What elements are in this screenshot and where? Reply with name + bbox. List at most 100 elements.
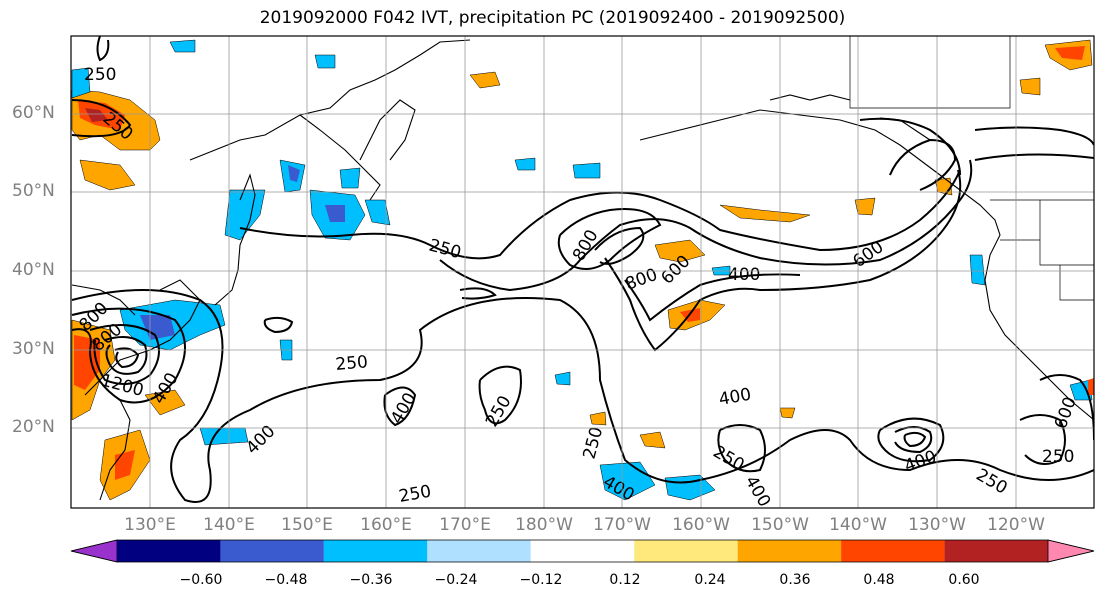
- lat-label: 40°N: [12, 260, 55, 280]
- precip-blob: [572, 162, 601, 179]
- lon-label: 130°E: [124, 515, 176, 535]
- precip-blob: [639, 431, 666, 449]
- precip-blob: [339, 167, 361, 189]
- ivt-contour: [557, 208, 662, 270]
- precip-blob: [719, 204, 811, 223]
- colorbar-segment: [841, 540, 945, 562]
- precip-blob: [169, 39, 196, 53]
- precip-blob: [71, 67, 91, 99]
- colorbar-tick-label: −0.24: [434, 572, 478, 588]
- colorbar-segment: [427, 540, 531, 562]
- ivt-contour: [1039, 374, 1094, 441]
- colorbar-segment: [117, 540, 221, 562]
- precip-blob: [199, 427, 249, 446]
- colorbar-tick-label: 0.12: [609, 572, 641, 588]
- lon-label: 130°W: [908, 515, 966, 535]
- coastlines: [71, 39, 1094, 501]
- precip-blob: [224, 189, 266, 241]
- ivt-contour: [624, 273, 801, 322]
- precip-blob: [589, 411, 607, 426]
- colorbar-tick-label: 0.36: [779, 572, 811, 588]
- ivt-contour: [104, 335, 148, 375]
- borders: [849, 36, 1094, 301]
- ivt-contour: [974, 153, 1094, 161]
- coastline: [299, 114, 381, 201]
- coastline: [769, 94, 851, 101]
- colorbar-tick-label: 0.48: [863, 572, 895, 588]
- coastline: [99, 399, 131, 501]
- ivt-contour: [717, 424, 766, 473]
- ivt-contour: [478, 365, 522, 425]
- ivt-contour: [263, 316, 294, 334]
- colorbar-segment: [323, 540, 428, 562]
- precip-blob: [969, 254, 986, 286]
- colorbar-tick-label: −0.60: [179, 572, 223, 588]
- lon-label: 150°W: [751, 515, 809, 535]
- precip-blob: [314, 54, 336, 69]
- ivt-contour: [71, 99, 132, 138]
- lon-label: 140°W: [829, 515, 887, 535]
- plot-title: 2019092000 F042 IVT, precipitation PC (2…: [259, 8, 846, 28]
- border-line: [1039, 200, 1094, 266]
- precip-blob: [1069, 379, 1093, 401]
- border-line: [849, 36, 1011, 109]
- precip-blob: [654, 239, 706, 263]
- colorbar-segment: [220, 540, 324, 562]
- lon-label: 140°E: [203, 515, 255, 535]
- precip-blob: [711, 265, 731, 276]
- precip-blob: [364, 199, 391, 226]
- ivt-contour: [894, 426, 933, 454]
- precip-blob: [1088, 378, 1094, 395]
- ivt-contour: [877, 417, 945, 463]
- colorbar-tick-label: −0.48: [264, 572, 308, 588]
- lon-label: 170°E: [439, 515, 491, 535]
- precip-blob: [664, 474, 716, 501]
- ivt-contours: [71, 36, 1094, 503]
- precip-blob: [140, 315, 175, 340]
- colorbar-segment: [634, 540, 738, 562]
- contour-labels: 250 250 250 800 800 800 1200 400 250 400…: [75, 65, 1080, 508]
- coastline: [84, 279, 201, 396]
- ivt-contour: [459, 287, 497, 300]
- precip-blob: [325, 205, 345, 222]
- contour-label: 400: [728, 265, 760, 285]
- precip-blob: [554, 371, 571, 386]
- ivt-contour: [974, 126, 1094, 146]
- border-line: [1059, 265, 1094, 301]
- precip-blob: [854, 197, 876, 216]
- map-border: [70, 35, 1095, 509]
- ivt-contour: [96, 36, 110, 62]
- lon-label: 160°W: [672, 515, 730, 535]
- coastline: [189, 39, 471, 161]
- lon-label: 120°W: [987, 515, 1045, 535]
- colorbar-tick-label: 0.24: [694, 572, 726, 588]
- contour-label: 250: [335, 352, 369, 375]
- ivt-contour: [114, 347, 140, 369]
- lat-label: 30°N: [12, 339, 55, 359]
- lat-label: 60°N: [12, 103, 55, 123]
- lon-label: 160°E: [360, 515, 412, 535]
- ivt-contour: [903, 431, 927, 448]
- ivt-contour: [1019, 414, 1066, 465]
- colorbar-extend-max: [1047, 539, 1095, 563]
- lon-label: 170°W: [593, 515, 651, 535]
- ivt-contour: [594, 226, 645, 265]
- ivt-contour: [604, 169, 962, 352]
- precip-blob: [1019, 77, 1041, 96]
- colorbar-extend-min: [70, 539, 118, 563]
- colorbar-tick-label: −0.12: [519, 572, 563, 588]
- precip-blob: [779, 407, 796, 419]
- precip-blob: [469, 71, 501, 89]
- lat-label: 20°N: [12, 417, 55, 437]
- precip-blob: [514, 157, 536, 171]
- ivt-contour: [859, 117, 961, 176]
- lat-label: 50°N: [12, 181, 55, 201]
- contour-label: 250: [84, 65, 116, 85]
- ivt-contour: [239, 169, 961, 260]
- colorbar-outline: [70, 539, 1095, 563]
- colorbar-segment: [944, 540, 1048, 562]
- coastline: [359, 99, 416, 161]
- lon-label: 180°W: [515, 515, 573, 535]
- gridlines: [71, 36, 1094, 508]
